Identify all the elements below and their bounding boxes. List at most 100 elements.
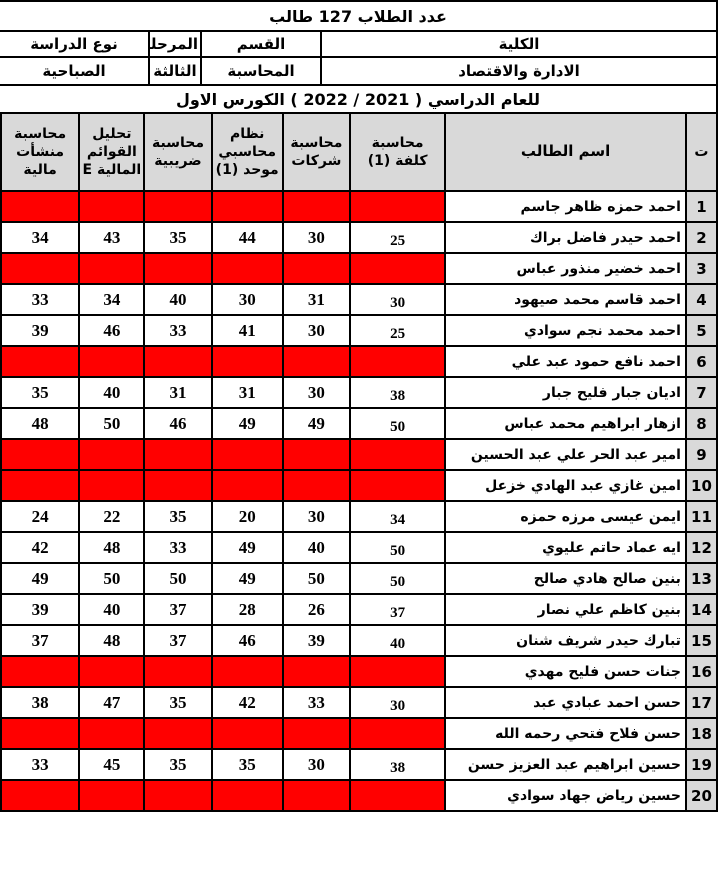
grade-cell: 38 xyxy=(348,748,447,781)
student-name: بنين صالح هادي صالح xyxy=(444,562,687,595)
grade-cell: 20 xyxy=(210,500,284,533)
table-row: 8 ازهار ابراهيم محمد عباس 50 49 49 46 50… xyxy=(0,407,718,440)
grade-cell: 37 xyxy=(143,624,213,657)
grade-cell: 30 xyxy=(281,376,351,409)
grade-cell: 41 xyxy=(210,314,284,347)
grade-cell xyxy=(143,190,213,223)
grade-cell xyxy=(78,469,146,502)
grade-cell: 34 xyxy=(78,283,146,316)
grade-cell: 44 xyxy=(210,221,284,254)
college-header: الكلية xyxy=(320,30,718,58)
grade-cell: 34 xyxy=(0,221,81,254)
row-number: 2 xyxy=(684,221,718,254)
grade-cell: 48 xyxy=(78,624,146,657)
grade-cell: 30 xyxy=(281,500,351,533)
grade-cell: 42 xyxy=(0,531,81,564)
grade-cell: 33 xyxy=(281,686,351,719)
student-name: ايه عماد حاتم عليوي xyxy=(444,531,687,564)
grade-cell: 35 xyxy=(143,748,213,781)
college-value: الادارة والاقتصاد xyxy=(320,56,718,86)
grade-cell: 40 xyxy=(78,593,146,626)
grade-cell: 25 xyxy=(348,314,447,347)
grade-cell xyxy=(0,779,81,812)
grade-cell: 30 xyxy=(281,221,351,254)
student-name: جنات حسن فليح مهدي xyxy=(444,655,687,688)
grade-cell xyxy=(348,438,447,471)
table-row: 10 امين غازي عبد الهادي خزعل xyxy=(0,469,718,502)
grade-cell xyxy=(348,717,447,750)
table-row: 19 حسين ابراهيم عبد العزيز حسن 38 30 35 … xyxy=(0,748,718,781)
student-name: امين غازي عبد الهادي خزعل xyxy=(444,469,687,502)
grade-cell: 30 xyxy=(348,686,447,719)
row-number: 18 xyxy=(684,717,718,750)
grade-cell: 24 xyxy=(0,500,81,533)
info-table: عدد الطلاب 127 طالب الكلية القسم المرحلة… xyxy=(0,0,718,114)
grade-cell: 31 xyxy=(210,376,284,409)
grade-cell: 49 xyxy=(0,562,81,595)
student-name: حسن فلاح فتحي رحمه الله xyxy=(444,717,687,750)
student-name: اديان جبار فليح جبار xyxy=(444,376,687,409)
grade-cell xyxy=(348,469,447,502)
grade-cell xyxy=(0,190,81,223)
row-number: 11 xyxy=(684,500,718,533)
grade-cell: 33 xyxy=(0,283,81,316)
col-header-financial-statements-analysis: تحليل القوائم المالية E xyxy=(78,112,146,192)
table-row: 1 احمد حمزه ظاهر جاسم xyxy=(0,190,718,223)
grade-cell: 48 xyxy=(78,531,146,564)
grade-cell xyxy=(281,779,351,812)
student-name: حسن احمد عبادي عبد xyxy=(444,686,687,719)
grade-cell xyxy=(281,469,351,502)
grade-cell: 26 xyxy=(281,593,351,626)
grade-cell xyxy=(210,779,284,812)
row-number: 19 xyxy=(684,748,718,781)
grade-cell xyxy=(78,438,146,471)
student-name: احمد قاسم محمد صيهود xyxy=(444,283,687,316)
student-name: بنين كاظم علي نصار xyxy=(444,593,687,626)
student-name: ايمن عيسى مرزه حمزه xyxy=(444,500,687,533)
table-row: 20 حسين رياض جهاد سوادي xyxy=(0,779,718,812)
table-row: 17 حسن احمد عبادي عبد 30 33 42 35 47 38 xyxy=(0,686,718,719)
row-number: 17 xyxy=(684,686,718,719)
grade-cell xyxy=(0,438,81,471)
table-row: 5 احمد محمد نجم سوادي 25 30 41 33 46 39 xyxy=(0,314,718,347)
grade-cell: 33 xyxy=(143,531,213,564)
grade-cell xyxy=(143,345,213,378)
col-header-unified-accounting-system: نظام محاسبي موحد (1) xyxy=(210,112,284,192)
grade-cell: 35 xyxy=(210,748,284,781)
grade-cell xyxy=(143,252,213,285)
grade-cell xyxy=(281,345,351,378)
grade-cell: 46 xyxy=(78,314,146,347)
grade-cell: 35 xyxy=(0,376,81,409)
grade-cell: 31 xyxy=(281,283,351,316)
grade-cell xyxy=(78,655,146,688)
row-number: 1 xyxy=(684,190,718,223)
col-header-student-name: اسم الطالب xyxy=(444,112,687,192)
grade-cell: 42 xyxy=(210,686,284,719)
row-number: 14 xyxy=(684,593,718,626)
grade-cell: 33 xyxy=(143,314,213,347)
grade-cell xyxy=(281,190,351,223)
column-header-row: ت اسم الطالب محاسبة كلفة (1) محاسبة شركا… xyxy=(0,112,718,192)
grade-cell xyxy=(143,469,213,502)
grade-cell xyxy=(78,779,146,812)
student-name: احمد حيدر فاضل براك xyxy=(444,221,687,254)
grade-cell: 31 xyxy=(143,376,213,409)
study-type-value: الصباحية xyxy=(0,56,151,86)
grade-cell: 25 xyxy=(348,221,447,254)
grade-cell xyxy=(210,252,284,285)
grade-cell: 43 xyxy=(78,221,146,254)
col-header-cost-accounting: محاسبة كلفة (1) xyxy=(348,112,447,192)
grade-cell xyxy=(281,717,351,750)
grade-cell: 35 xyxy=(143,500,213,533)
grade-cell xyxy=(281,252,351,285)
grade-cell: 50 xyxy=(143,562,213,595)
grades-tbody: 1 احمد حمزه ظاهر جاسم 2 احمد حيدر فاضل ب… xyxy=(0,190,718,812)
student-name: احمد محمد نجم سوادي xyxy=(444,314,687,347)
grade-cell: 37 xyxy=(143,593,213,626)
table-row: 3 احمد خضير منذور عباس xyxy=(0,252,718,285)
table-row: 16 جنات حسن فليح مهدي xyxy=(0,655,718,688)
grade-cell: 46 xyxy=(210,624,284,657)
student-name: حسين رياض جهاد سوادي xyxy=(444,779,687,812)
grade-cell xyxy=(0,469,81,502)
grade-cell: 50 xyxy=(78,407,146,440)
